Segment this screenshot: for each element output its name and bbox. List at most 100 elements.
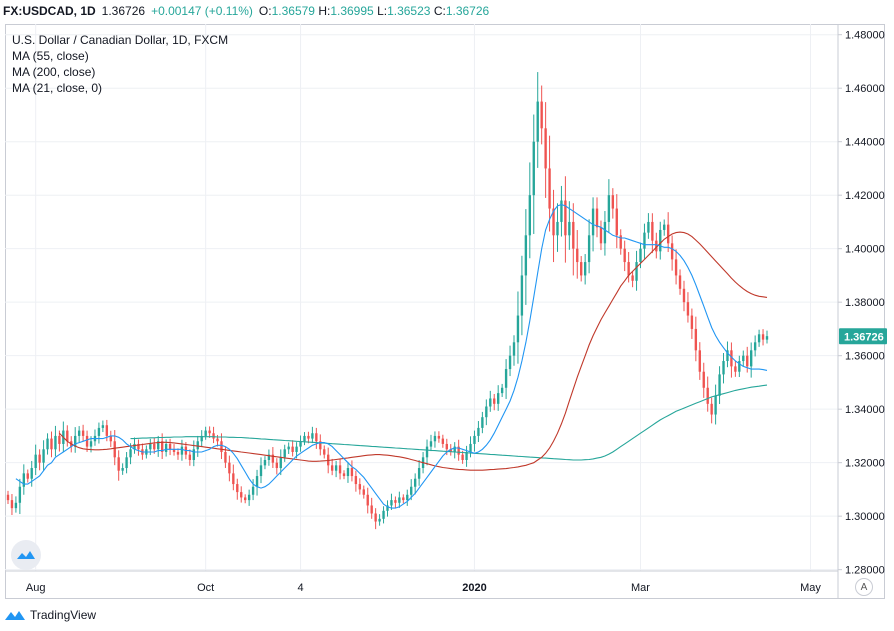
candle-body xyxy=(259,465,263,477)
candle-body xyxy=(137,443,140,450)
ohlc-values: O:1.36579 H:1.36995 L:1.36523 C:1.36726 xyxy=(259,4,489,18)
candle-body xyxy=(536,101,539,142)
candle-body xyxy=(121,468,124,471)
candle-body xyxy=(690,315,694,329)
candle-body xyxy=(378,518,381,522)
candle-body xyxy=(34,454,37,469)
tradingview-brand[interactable]: TradingView xyxy=(4,608,96,622)
candle-body xyxy=(619,235,622,249)
candle-body xyxy=(402,497,405,501)
x-tick-label: Oct xyxy=(197,582,214,594)
candle-body xyxy=(287,446,290,450)
candle-body xyxy=(516,315,520,343)
candle-body xyxy=(607,195,611,222)
candle-body xyxy=(670,243,674,260)
legend-ma21[interactable]: MA (21, close, 0) xyxy=(12,81,103,95)
candle-body xyxy=(552,208,555,236)
candle-body xyxy=(97,427,101,436)
candle-body xyxy=(497,393,500,404)
candle-body xyxy=(307,435,310,439)
candle-body xyxy=(346,468,350,477)
ma21-line xyxy=(15,204,768,509)
candle-body xyxy=(358,484,362,490)
candle-body xyxy=(485,406,488,418)
auto-scale-button[interactable]: A xyxy=(855,578,873,596)
candle-body xyxy=(544,128,547,169)
candle-body xyxy=(532,141,535,196)
candle-body xyxy=(682,288,686,303)
candle-body xyxy=(413,478,417,487)
candle-body xyxy=(615,208,618,236)
cloud-icon xyxy=(17,551,35,559)
candle-body xyxy=(730,350,733,367)
candle-body xyxy=(157,441,160,450)
candle-body xyxy=(453,446,456,452)
symbol-name[interactable]: FX:USDCAD, 1D xyxy=(3,4,96,18)
candle-body xyxy=(10,500,14,509)
candle-body xyxy=(493,398,496,404)
candle-body xyxy=(342,473,346,477)
candle-body xyxy=(66,430,69,442)
candle-body xyxy=(240,492,243,498)
candle-body xyxy=(160,441,164,452)
candle-body xyxy=(176,451,180,455)
candle-body xyxy=(631,275,634,281)
candle-body xyxy=(101,425,105,428)
candle-body xyxy=(188,454,192,460)
candle-body xyxy=(461,454,464,460)
candle-body xyxy=(655,240,658,252)
legend-ma200[interactable]: MA (200, close) xyxy=(12,65,96,79)
candle-body xyxy=(659,229,662,252)
candle-body xyxy=(639,248,642,263)
candle-body xyxy=(232,473,235,485)
candle-body xyxy=(113,441,116,458)
candle-body xyxy=(643,232,646,249)
tradingview-logo-button[interactable] xyxy=(11,540,41,570)
candle-body xyxy=(556,221,559,236)
candle-body xyxy=(583,262,587,276)
candle-body xyxy=(726,350,729,362)
candle-body xyxy=(702,371,705,388)
candle-body xyxy=(42,449,45,463)
x-tick-label: Mar xyxy=(631,582,650,594)
candle-body xyxy=(204,430,207,436)
last-price-label: 1.36726 xyxy=(844,331,884,343)
candle-body xyxy=(263,459,267,466)
candle-body xyxy=(164,443,168,452)
candle-body xyxy=(117,457,120,471)
candle-body xyxy=(560,200,563,222)
candle-body xyxy=(38,454,41,463)
chart-frame xyxy=(5,24,885,599)
candle-body xyxy=(572,221,575,249)
candle-body xyxy=(512,342,516,356)
tradingview-icon xyxy=(5,611,25,620)
candle-body xyxy=(85,435,89,447)
candle-body xyxy=(398,497,401,503)
candle-body xyxy=(706,387,709,404)
candle-body xyxy=(208,430,211,434)
candle-body xyxy=(520,275,524,316)
legend-ma55[interactable]: MA (55, close) xyxy=(12,49,89,63)
candle-body xyxy=(591,208,595,236)
candle-body xyxy=(228,462,231,474)
brand-name: TradingView xyxy=(30,608,97,622)
candle-body xyxy=(58,435,61,444)
candle-body xyxy=(279,457,282,469)
candle-body xyxy=(477,427,480,436)
candle-body xyxy=(74,435,77,447)
candle-body xyxy=(710,403,713,415)
candle-body xyxy=(283,449,286,458)
candle-body xyxy=(334,465,338,471)
y-tick-label: 1.46000 xyxy=(845,83,885,95)
candle-body xyxy=(236,484,239,493)
candle-body xyxy=(599,227,603,244)
candle-body xyxy=(489,398,492,407)
candle-body xyxy=(540,101,543,129)
x-tick-label: May xyxy=(800,582,821,594)
x-tick-label: 4 xyxy=(297,582,303,594)
candle-body xyxy=(18,486,22,503)
high-value: 1.36995 xyxy=(330,4,374,18)
y-tick-label: 1.36000 xyxy=(845,351,885,363)
candle-body xyxy=(390,500,393,506)
